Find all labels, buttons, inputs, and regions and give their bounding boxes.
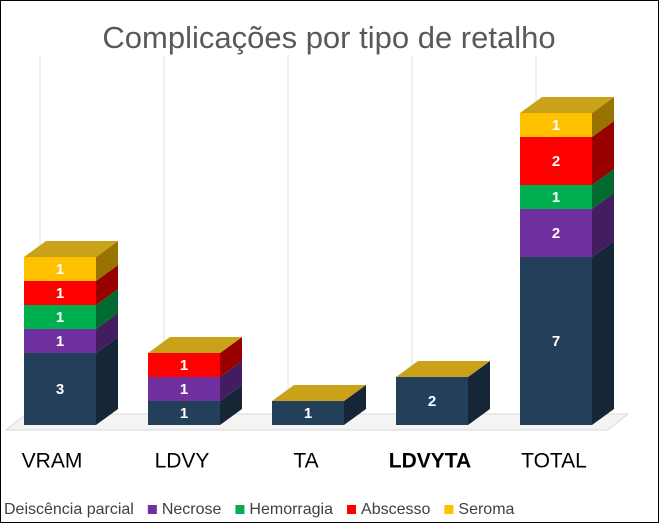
bar-segment (520, 185, 592, 209)
bar-side (468, 361, 490, 425)
data-label: 2 (552, 225, 560, 242)
data-label: 1 (56, 261, 64, 278)
bar-segment (272, 401, 344, 425)
legend-label: Seroma (458, 501, 514, 518)
bar-side (220, 361, 242, 401)
x-tick-label: LDVY (155, 450, 210, 473)
data-label: 1 (180, 405, 188, 422)
legend-label: Necrose (162, 501, 222, 518)
bar-side (220, 385, 242, 425)
data-label: 1 (552, 189, 560, 206)
legend-label: Hemorragia (249, 501, 333, 518)
legend-swatch (235, 505, 245, 514)
data-label: 2 (428, 393, 436, 410)
bar-segment (520, 209, 592, 257)
bar-side (220, 337, 242, 377)
data-label: 2 (552, 153, 560, 170)
bar-segment (24, 353, 96, 425)
bar-side (344, 385, 366, 425)
bar-side (592, 169, 614, 209)
bar-top (272, 385, 366, 401)
bar-side (592, 193, 614, 257)
legend-label: Abscesso (361, 501, 430, 518)
data-label: 1 (56, 285, 64, 302)
legend-swatch (147, 505, 157, 514)
bar-segment (24, 305, 96, 329)
x-tick-label: LDVYTA (389, 450, 471, 473)
bar-segment (24, 281, 96, 305)
bar-segment (148, 377, 220, 401)
bar-segment (148, 353, 220, 377)
bar-segment (520, 137, 592, 185)
bar-top (520, 97, 614, 113)
bar-top (148, 337, 242, 353)
bar-segment (520, 113, 592, 137)
x-tick-label: TA (293, 450, 318, 473)
bar-segment (24, 257, 96, 281)
data-label: 1 (180, 357, 188, 374)
bar-segment (520, 257, 592, 425)
legend-swatch (444, 505, 454, 514)
x-tick-label: VRAM (22, 450, 83, 473)
bar-segment (24, 329, 96, 353)
data-label: 1 (56, 309, 64, 326)
legend-label: Deiscência parcial (4, 501, 134, 518)
bar-segment (396, 377, 468, 425)
data-label: 1 (180, 381, 188, 398)
bar-segment (148, 401, 220, 425)
data-label: 1 (304, 405, 312, 422)
bar-side (96, 289, 118, 329)
bar-side (96, 241, 118, 281)
bar-side (96, 313, 118, 353)
bar-side (96, 265, 118, 305)
bar-side (592, 121, 614, 185)
bar-side (592, 241, 614, 425)
legend-swatch (347, 505, 357, 514)
data-label: 1 (552, 117, 560, 134)
bar-side (96, 337, 118, 425)
bar-top (24, 241, 118, 257)
data-label: 3 (56, 381, 64, 398)
data-label: 1 (56, 333, 64, 350)
bar-side (592, 97, 614, 137)
bar-top (396, 361, 490, 377)
data-label: 7 (552, 333, 560, 350)
chart-title: Complicações por tipo de retalho (102, 20, 555, 55)
x-tick-label: TOTAL (521, 450, 587, 473)
